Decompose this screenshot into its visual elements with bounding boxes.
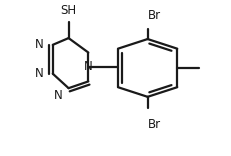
Text: N: N bbox=[34, 67, 43, 80]
Text: Br: Br bbox=[147, 118, 160, 131]
Text: N: N bbox=[34, 38, 43, 51]
Text: N: N bbox=[84, 61, 92, 73]
Text: SH: SH bbox=[60, 4, 76, 17]
Text: Br: Br bbox=[147, 9, 160, 22]
Text: N: N bbox=[54, 89, 63, 102]
